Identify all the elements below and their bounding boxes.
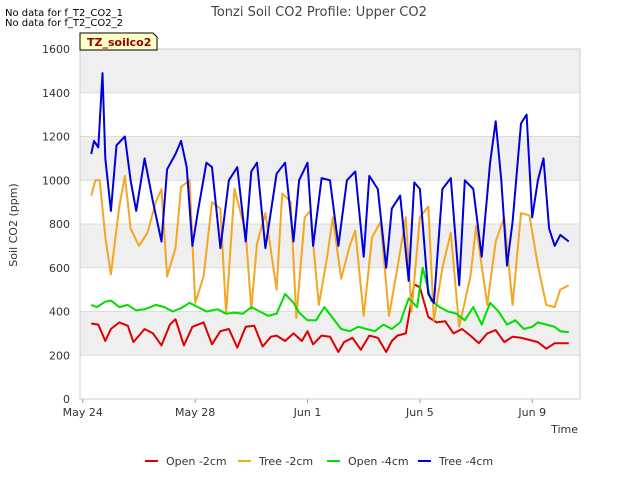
x-axis-title: Time: [550, 423, 578, 436]
y-tick-label: 1000: [42, 174, 70, 187]
plot-band: [80, 49, 580, 93]
legend-label: Open -2cm: [166, 455, 227, 468]
no-data-note-2: No data for f_T2_CO2_2: [5, 18, 123, 29]
y-tick-label: 1600: [42, 43, 70, 56]
x-tick-label: Jun 1: [293, 406, 322, 419]
legend: Open -2cm Tree -2cm Open -4cm Tree -4cm: [145, 455, 493, 468]
chart-title: Tonzi Soil CO2 Profile: Upper CO2: [210, 5, 427, 20]
x-tick-label: May 24: [63, 406, 103, 419]
x-tick-label: May 28: [175, 406, 215, 419]
axes: 0 200 400 600 800 1000 1200 1400 1600 May 24 May 2…: [42, 43, 581, 419]
legend-label: Tree -2cm: [258, 455, 313, 468]
plot-band: [80, 136, 580, 181]
y-tick-label: 1200: [42, 131, 70, 144]
series-line-tree-4cm: [90, 72, 570, 304]
plot-band: [80, 311, 580, 356]
y-tick-label: 600: [49, 262, 70, 275]
series-line-open-4cm: [90, 266, 569, 334]
y-axis-title: Soil CO2 (ppm): [7, 183, 20, 266]
y-tick-label: 0: [63, 393, 70, 406]
series-layer: [90, 72, 570, 353]
no-data-note-1: No data for f_T2_CO2_1: [5, 8, 123, 19]
series-line-tree-2cm: [90, 174, 570, 328]
y-tick-label: 200: [49, 349, 70, 362]
legend-label: Tree -4cm: [438, 455, 493, 468]
legend-label: Open -4cm: [348, 455, 409, 468]
y-tick-label: 800: [49, 218, 70, 231]
site-badge-label: TZ_soilco2: [87, 36, 151, 49]
plot-frame: [79, 48, 581, 400]
series-line-open-2cm: [91, 283, 569, 353]
y-tick-label: 400: [49, 306, 70, 319]
x-tick-label: Jun 9: [517, 406, 546, 419]
site-badge: TZ_soilco2: [79, 32, 158, 51]
plot-background-bands: [80, 49, 580, 356]
x-tick-label: Jun 5: [405, 406, 434, 419]
y-tick-label: 1400: [42, 87, 70, 100]
